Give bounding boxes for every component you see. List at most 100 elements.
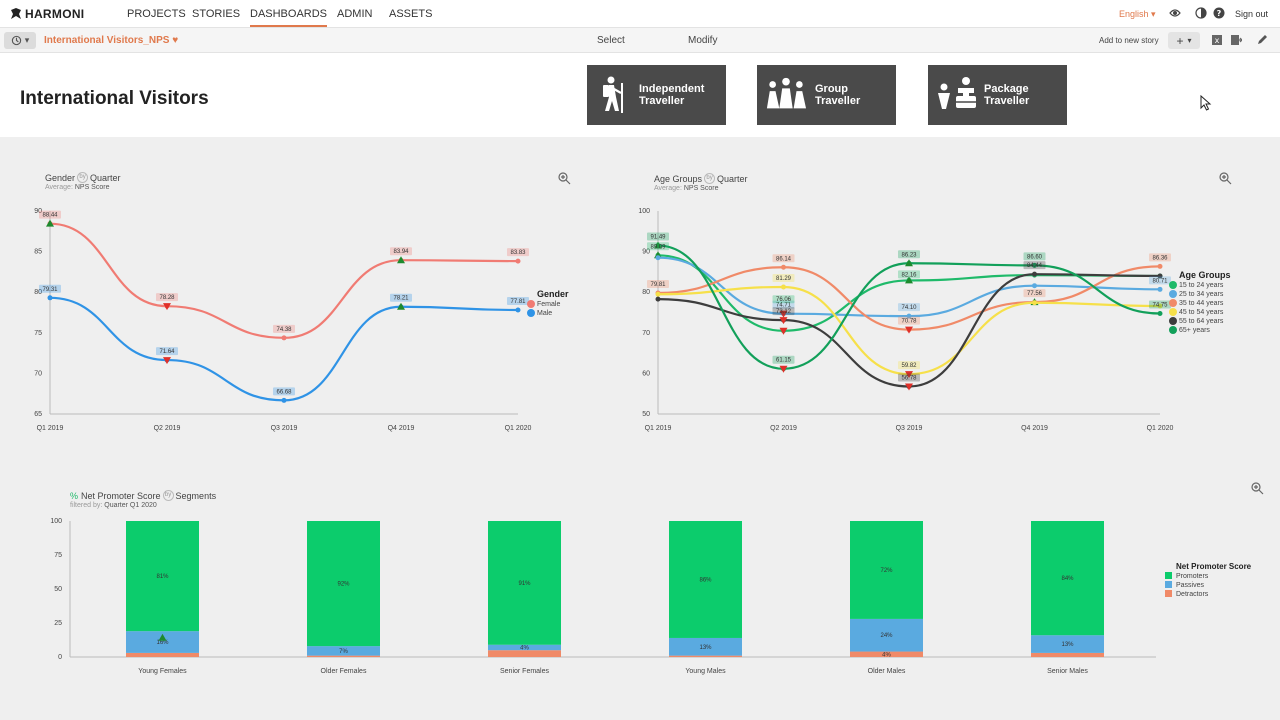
x-tick-label: Q4 2019 <box>1021 425 1048 432</box>
heart-icon[interactable]: ♥ <box>172 35 179 46</box>
data-label: 79.81 <box>650 282 666 288</box>
title-dimension-secondary: Quarter <box>90 172 121 183</box>
nps-chart-subtitle: filtered by: Quarter Q1 2020 <box>70 502 157 509</box>
tile-label-line1: Group <box>815 83 848 95</box>
edit-icon[interactable] <box>1256 34 1268 46</box>
data-label-bg <box>647 242 669 251</box>
harmoni-logo-icon <box>11 8 21 19</box>
signout-link[interactable]: Sign out <box>1235 9 1269 19</box>
by-badge: by <box>162 490 174 501</box>
data-label: 89.09 <box>650 244 666 250</box>
data-label-bg <box>390 293 412 302</box>
trend-marker <box>46 219 54 227</box>
trend-marker <box>397 302 405 310</box>
by-badge: by <box>77 172 89 183</box>
bar-segment <box>1031 635 1104 653</box>
legend-title: Gender <box>537 289 569 299</box>
data-point <box>281 397 287 403</box>
tile-label: Group Traveller <box>815 83 860 107</box>
bar-segment <box>307 655 380 657</box>
legend-swatch <box>1169 281 1177 289</box>
data-label-bg <box>1149 276 1171 285</box>
nav-stories[interactable]: STORIES <box>192 8 241 20</box>
data-point <box>1157 303 1163 309</box>
dashboard-title[interactable]: International Visitors_NPS ♥ <box>44 35 178 46</box>
data-label: 59.82 <box>901 363 917 369</box>
data-label: 86.23 <box>901 252 917 258</box>
data-label: 83.94 <box>393 249 409 255</box>
trend-marker <box>905 371 913 379</box>
subtitle-value: Quarter Q1 2020 <box>104 502 157 509</box>
x-tick-label: Q3 2019 <box>896 425 923 432</box>
page-title: International Visitors <box>20 88 209 109</box>
bar-label: 92% <box>337 582 350 588</box>
trend-marker <box>779 310 788 318</box>
data-label: 74.38 <box>276 327 292 333</box>
modify-menu[interactable]: Modify <box>688 35 718 46</box>
bar-label: 84% <box>1061 576 1074 582</box>
data-label-bg <box>1149 253 1171 262</box>
trend-marker <box>905 276 913 284</box>
tile-label-line2: Traveller <box>984 95 1030 107</box>
data-label-bg <box>647 232 669 241</box>
independent-traveller-tile[interactable]: Independent Traveller <box>587 65 726 125</box>
eye-icon[interactable] <box>1169 7 1181 19</box>
brand-name: HARMONI <box>25 7 85 21</box>
x-tick-label: Young Males <box>685 668 726 675</box>
data-point <box>781 264 786 270</box>
data-label: 78.28 <box>159 295 175 301</box>
data-point <box>1157 273 1163 279</box>
select-menu[interactable]: Select <box>597 35 625 46</box>
bar-segment <box>669 637 742 656</box>
zoom-icon[interactable] <box>1218 171 1232 185</box>
data-label: 78.21 <box>393 296 409 302</box>
tile-label-line2: Traveller <box>639 95 685 107</box>
package-traveller-tile[interactable]: Package Traveller <box>928 65 1067 125</box>
bar-label: 13% <box>1061 642 1074 648</box>
data-label-bg <box>1149 300 1171 309</box>
help-icon[interactable]: ? <box>1213 7 1225 19</box>
brand-logo[interactable]: HARMONI <box>10 7 84 21</box>
nav-assets[interactable]: ASSETS <box>389 8 433 20</box>
bar-label: 4% <box>882 652 891 658</box>
data-label-bg <box>898 361 920 370</box>
data-label-bg <box>1023 261 1046 270</box>
package-icon <box>938 77 976 109</box>
legend-swatch <box>1165 581 1172 588</box>
data-label-bg <box>1023 252 1046 261</box>
top-nav: HARMONI PROJECTS STORIES DASHBOARDS ADMI… <box>0 0 1280 28</box>
x-tick-label: Q1 2019 <box>645 425 672 432</box>
bar-segment <box>850 651 923 657</box>
legend-swatch <box>1169 317 1177 325</box>
history-button[interactable]: ▾ <box>4 32 36 49</box>
plus-icon: + <box>1176 33 1184 48</box>
nav-projects[interactable]: PROJECTS <box>127 8 186 20</box>
data-label-bg <box>647 279 669 288</box>
data-label: 77.56 <box>1027 291 1043 297</box>
nav-dashboards[interactable]: DASHBOARDS <box>250 8 328 27</box>
data-label-bg <box>898 270 920 279</box>
data-label: 86.60 <box>1027 254 1043 260</box>
export-icon[interactable] <box>1230 34 1242 46</box>
group-traveller-tile[interactable]: Group Traveller <box>757 65 896 125</box>
add-button[interactable]: + ▾ <box>1168 32 1200 49</box>
zoom-icon[interactable] <box>1250 481 1264 495</box>
contrast-icon[interactable] <box>1195 7 1207 19</box>
add-to-story-link[interactable]: Add to new story <box>1099 36 1159 45</box>
legend-label: 65+ years <box>1179 327 1210 334</box>
excel-export-icon[interactable]: x <box>1211 34 1223 46</box>
tile-label: Package Traveller <box>984 83 1029 107</box>
data-point <box>655 296 661 302</box>
legend-label: 45 to 54 years <box>1179 309 1224 316</box>
data-label: 82.16 <box>901 272 917 278</box>
y-tick-label: 80 <box>34 289 42 296</box>
nav-admin[interactable]: ADMIN <box>337 8 373 20</box>
zoom-icon[interactable] <box>557 171 571 185</box>
language-select[interactable]: English ▾ <box>1119 9 1156 19</box>
bar-label: 86% <box>699 577 712 583</box>
data-label: 73.12 <box>776 309 792 315</box>
data-label: 56.78 <box>901 375 917 381</box>
legend-label: Male <box>537 310 552 317</box>
legend-swatch <box>527 309 535 317</box>
bar-segment <box>850 521 923 619</box>
